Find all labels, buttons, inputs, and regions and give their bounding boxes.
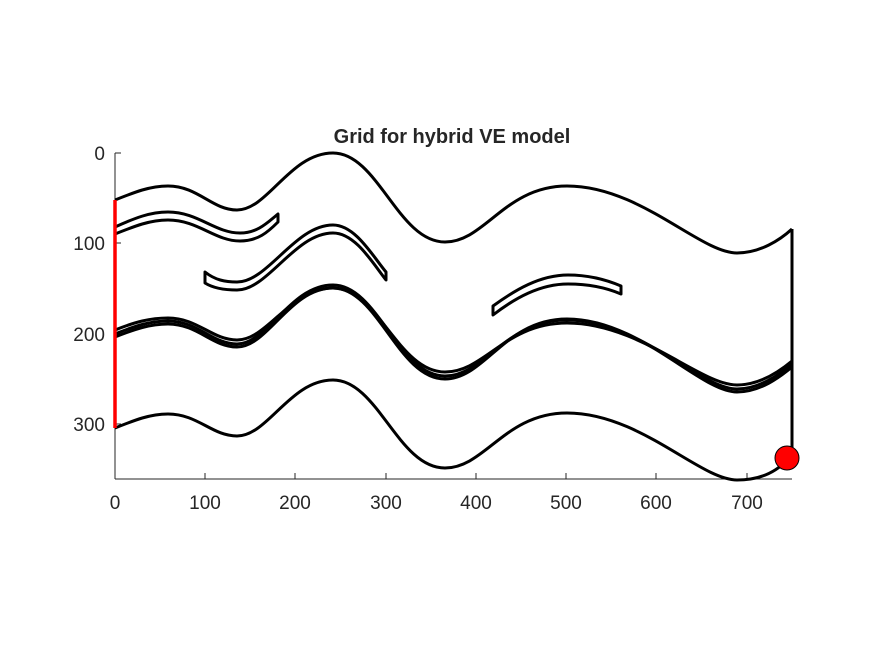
middle-surface-line (114, 283, 793, 391)
shale-layer-1 (113, 210, 280, 243)
x-tick-label: 700 (731, 493, 763, 514)
x-tick-label: 600 (640, 493, 672, 514)
y-tick-label: 100 (73, 234, 105, 255)
bottom-surface-line (114, 378, 789, 482)
x-tick-label: 100 (189, 493, 221, 514)
y-tick-label: 0 (94, 144, 105, 165)
middle-surface-line (114, 286, 793, 394)
x-tick-label: 300 (370, 493, 402, 514)
well-marker (774, 445, 800, 471)
grid-outlines (113, 151, 794, 482)
x-tick-label: 200 (279, 493, 311, 514)
y-tick-label: 200 (73, 325, 105, 346)
y-axis: 0 100 200 300 (73, 144, 121, 436)
x-tick-label: 500 (550, 493, 582, 514)
top-surface-line (114, 151, 794, 255)
middle-surface-line (114, 286, 793, 387)
shale-layer-2 (203, 223, 388, 292)
y-tick-label: 300 (73, 415, 105, 436)
shale-layer-3 (491, 273, 623, 317)
chart-title: Grid for hybrid VE model (334, 126, 571, 148)
x-axis: 0 100 200 300 400 500 600 700 (110, 473, 763, 514)
x-tick-label: 0 (110, 493, 121, 514)
x-tick-label: 400 (460, 493, 492, 514)
